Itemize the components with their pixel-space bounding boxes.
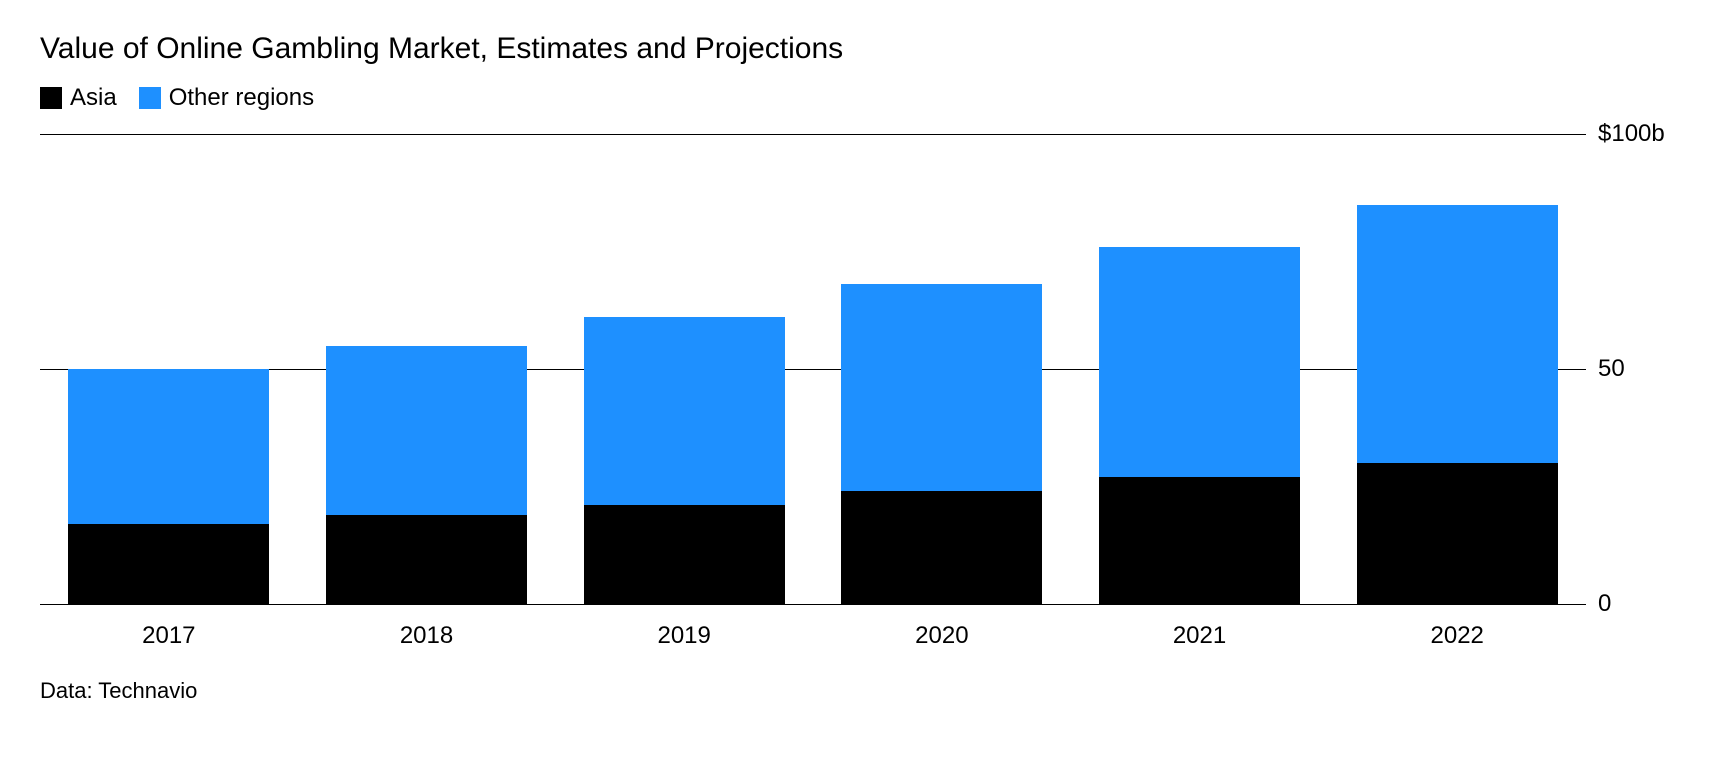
bar-segment-other [326,346,527,515]
bar-segment-asia [1099,477,1300,604]
bar-segment-asia [326,515,527,604]
legend-item-asia: Asia [40,84,117,112]
bar [584,317,785,604]
y-tick-label: $100b [1598,120,1665,148]
bar-segment-other [68,369,269,524]
x-tick-label: 2018 [298,622,556,650]
bar-slot [555,134,813,604]
x-tick-label: 2019 [555,622,813,650]
bar [1099,247,1300,604]
legend: Asia Other regions [40,84,1676,112]
bar [841,284,1042,604]
bar-segment-other [584,317,785,505]
bar-segment-other [841,284,1042,491]
plot-area [40,134,1586,604]
x-tick-label: 2017 [40,622,298,650]
bar-segment-other [1099,247,1300,477]
bar-segment-asia [68,524,269,604]
legend-label-other: Other regions [169,84,314,112]
x-tick-label: 2020 [813,622,1071,650]
bar-slot [813,134,1071,604]
bar-slot [1328,134,1586,604]
x-tick-label: 2021 [1071,622,1329,650]
bar [1357,205,1558,605]
chart-container: Value of Online Gambling Market, Estimat… [0,0,1716,762]
bar-slot [298,134,556,604]
y-tick-label: 0 [1598,590,1611,618]
bar-segment-asia [841,491,1042,604]
bar-slot [1071,134,1329,604]
chart-plot: 050$100b [40,134,1676,604]
bar [326,346,527,604]
bar [68,369,269,604]
legend-item-other: Other regions [139,84,314,112]
bar-segment-asia [1357,463,1558,604]
bar-slot [40,134,298,604]
y-axis-labels: 050$100b [1586,134,1676,604]
chart-title: Value of Online Gambling Market, Estimat… [40,32,1676,66]
data-source: Data: Technavio [40,678,1676,704]
gridline [40,604,1586,605]
legend-swatch-other [139,87,161,109]
bar-segment-asia [584,505,785,604]
x-tick-label: 2022 [1328,622,1586,650]
bars-group [40,134,1586,604]
legend-swatch-asia [40,87,62,109]
bar-segment-other [1357,205,1558,464]
legend-label-asia: Asia [70,84,117,112]
x-axis-labels: 201720182019202020212022 [40,622,1586,650]
y-tick-label: 50 [1598,355,1625,383]
